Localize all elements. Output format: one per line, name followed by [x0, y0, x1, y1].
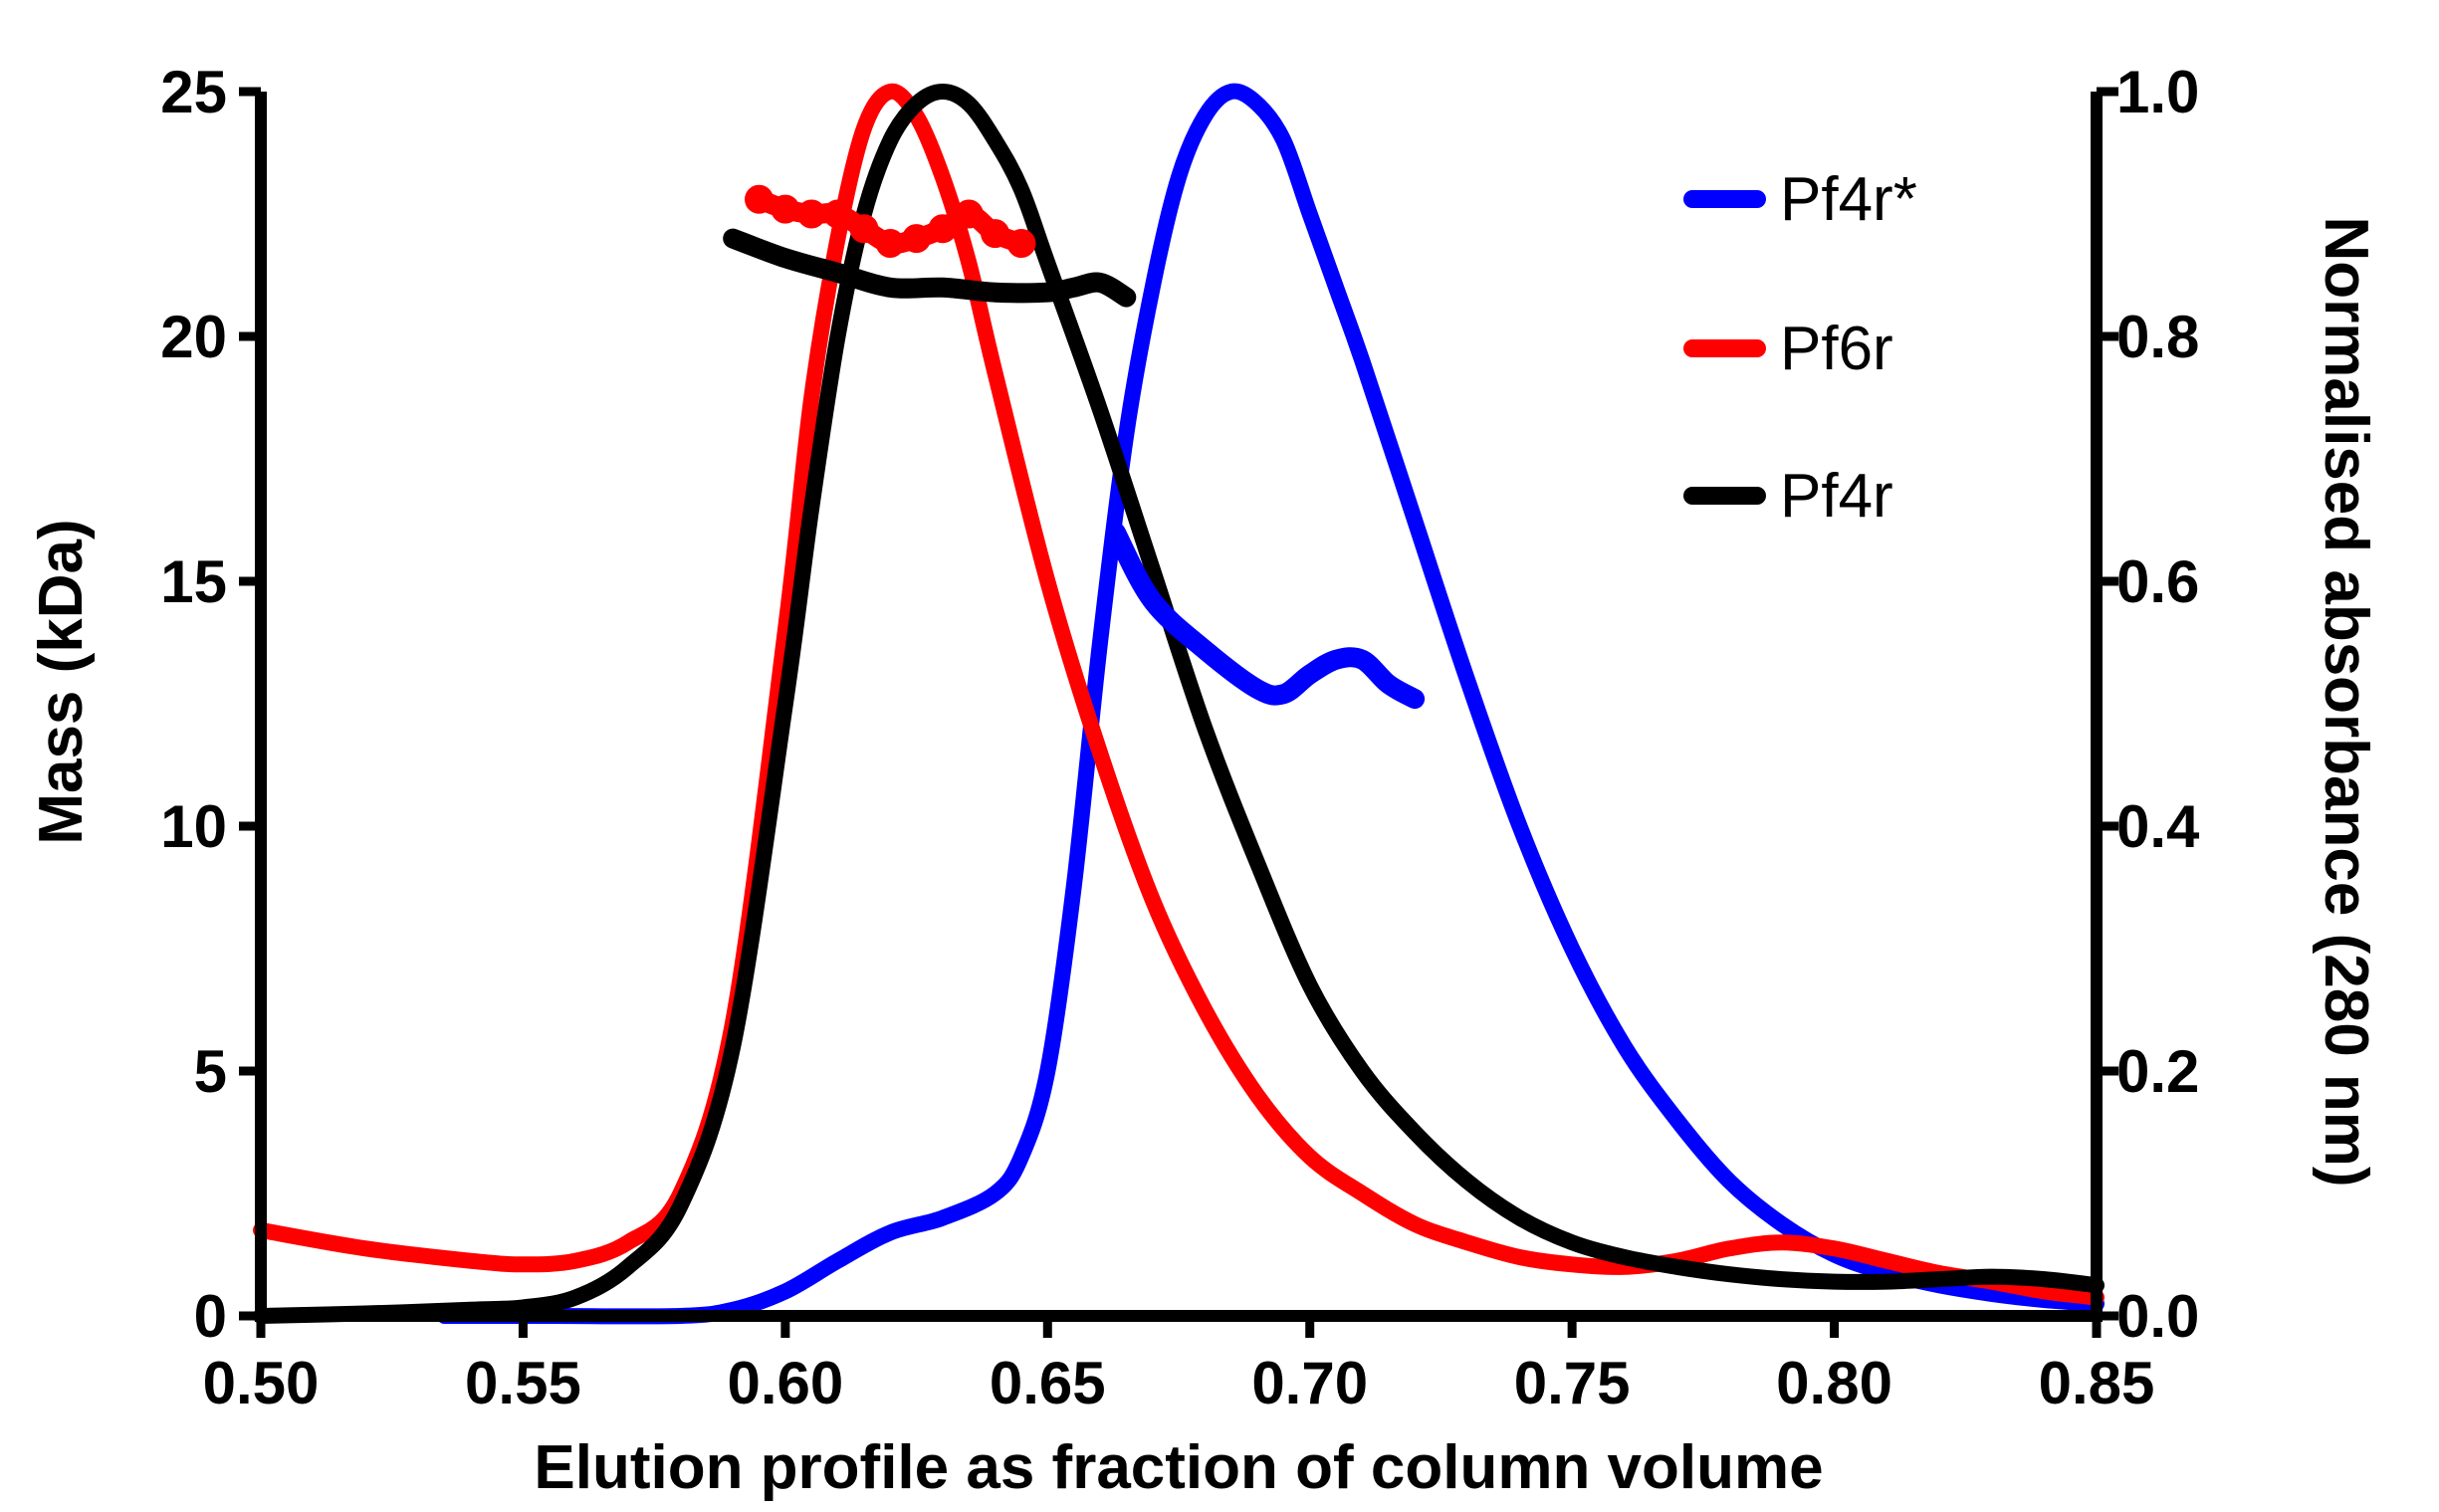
x-tick-label: 0.60 — [727, 1350, 843, 1416]
y-right-tick-label: 0.6 — [2116, 548, 2199, 615]
mass-point-pf6r — [1006, 229, 1036, 259]
mass-point-pf6r — [796, 199, 826, 229]
y-left-tick-label: 10 — [160, 793, 227, 860]
x-tick-label: 0.80 — [1776, 1350, 1892, 1416]
y-right-tick-label: 0.4 — [2116, 793, 2200, 860]
y-right-tick-label: 0.2 — [2116, 1038, 2199, 1105]
x-axis-title: Elution profile as fraction of column vo… — [534, 1433, 1823, 1502]
axes-layer — [255, 92, 2103, 1322]
y-axis-left-title: Mass (kDa) — [27, 519, 96, 844]
y-right-tick-label: 0.0 — [2116, 1283, 2199, 1350]
y-right-tick-label: 1.0 — [2116, 59, 2199, 125]
series-layer — [253, 83, 2105, 1325]
mass-point-pf6r — [928, 214, 958, 244]
y-left-tick-label: 15 — [160, 548, 227, 615]
legend-label-pf4r-star: Pf4r* — [1780, 165, 1917, 234]
y-left-tick-label: 5 — [194, 1038, 227, 1105]
mass-point-pf6r — [745, 184, 775, 214]
mass-point-pf6r — [771, 194, 800, 224]
mass-point-pf6r — [875, 229, 905, 259]
absorbance-line-pf4r-star — [436, 83, 2105, 1325]
x-tick-label: 0.55 — [465, 1350, 581, 1416]
mass-point-pf6r — [981, 219, 1010, 249]
x-tick-label: 0.75 — [1514, 1350, 1631, 1416]
absorbance-line-pf6r — [253, 83, 2105, 1306]
legend-item-pf4r-star: Pf4r* — [1683, 165, 1917, 234]
legend-label-pf6r: Pf6r — [1780, 315, 1893, 383]
mass-line-pf4r — [723, 228, 1137, 308]
legend: Pf4r* Pf6r Pf4r — [1683, 165, 1917, 531]
mass-point-pf6r — [823, 199, 853, 229]
y-left-tick-label: 20 — [160, 304, 227, 370]
absorbance-line-pf4r — [253, 84, 2105, 1324]
mass-point-pf6r — [954, 199, 984, 229]
x-tick-label: 0.50 — [203, 1350, 320, 1416]
y-left-tick-label: 0 — [194, 1283, 227, 1350]
x-tick-label: 0.70 — [1251, 1350, 1368, 1416]
y-left-tick-label: 25 — [160, 59, 227, 125]
legend-item-pf6r: Pf6r — [1683, 315, 1893, 383]
mass-point-pf6r — [849, 214, 879, 244]
legend-label-pf4r: Pf4r — [1780, 462, 1893, 531]
ticks-layer: 0.50 0.55 0.60 0.65 0.70 0.75 0.80 0.85 0 5 10 15 20… — [160, 59, 2200, 1416]
x-tick-label: 0.65 — [990, 1350, 1106, 1416]
mass-point-pf6r — [902, 224, 932, 254]
legend-item-pf4r: Pf4r — [1683, 462, 1893, 531]
y-axis-right-title: Normalised absorbance (280 nm) — [2312, 216, 2380, 1187]
mass-line-pf4r-star — [1105, 522, 1426, 710]
x-tick-label: 0.85 — [2039, 1350, 2155, 1416]
y-right-tick-label: 0.8 — [2116, 304, 2199, 370]
